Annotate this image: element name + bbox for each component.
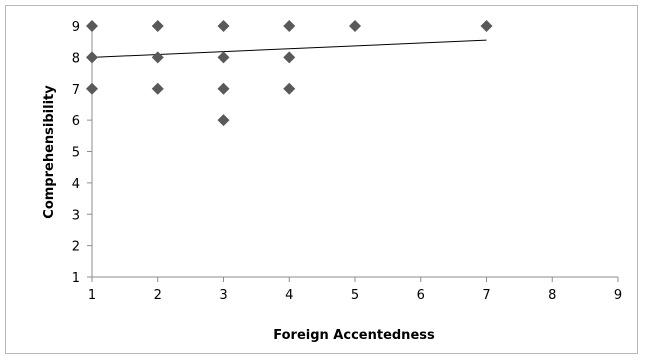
x-tick-label: 8 [548, 288, 556, 303]
x-tick-label: 5 [351, 288, 359, 303]
y-tick-label: 6 [72, 114, 80, 129]
data-point [283, 82, 296, 95]
data-point [217, 51, 230, 64]
data-point [151, 51, 164, 64]
y-tick-label: 1 [72, 271, 80, 286]
data-point [480, 20, 493, 32]
y-tick-label: 9 [72, 20, 80, 35]
data-point [86, 82, 98, 95]
data-point [349, 20, 361, 32]
data-point [217, 114, 230, 127]
y-tick-label: 7 [72, 83, 80, 98]
x-tick-label: 7 [482, 288, 490, 303]
y-tick-label: 5 [72, 146, 80, 161]
y-axis-title: Comprehensibility [42, 85, 57, 219]
x-axis-title: Foreign Accentedness [273, 328, 435, 343]
data-point [283, 51, 296, 64]
data-point [283, 20, 296, 32]
x-tick-label: 9 [614, 288, 622, 303]
x-tick-label: 1 [88, 288, 96, 303]
x-tick-label: 6 [417, 288, 425, 303]
chart-frame [5, 5, 638, 354]
axes [87, 22, 619, 282]
data-point [217, 82, 230, 95]
data-point [217, 20, 230, 32]
tick-labels: 1 2 3 4 5 6 7 8 9 1 2 3 4 5 6 7 8 9 [72, 20, 622, 303]
y-tick-label: 2 [72, 240, 80, 255]
x-tick-label: 2 [154, 288, 162, 303]
data-point [151, 20, 164, 32]
data-points [86, 20, 493, 127]
x-tick-label: 4 [285, 288, 293, 303]
data-point [151, 82, 164, 95]
x-tick-label: 3 [219, 288, 227, 303]
y-tick-label: 8 [72, 51, 80, 66]
data-point [86, 51, 98, 64]
y-tick-label: 4 [72, 177, 80, 192]
data-point [86, 20, 98, 32]
y-tick-label: 3 [72, 208, 80, 223]
